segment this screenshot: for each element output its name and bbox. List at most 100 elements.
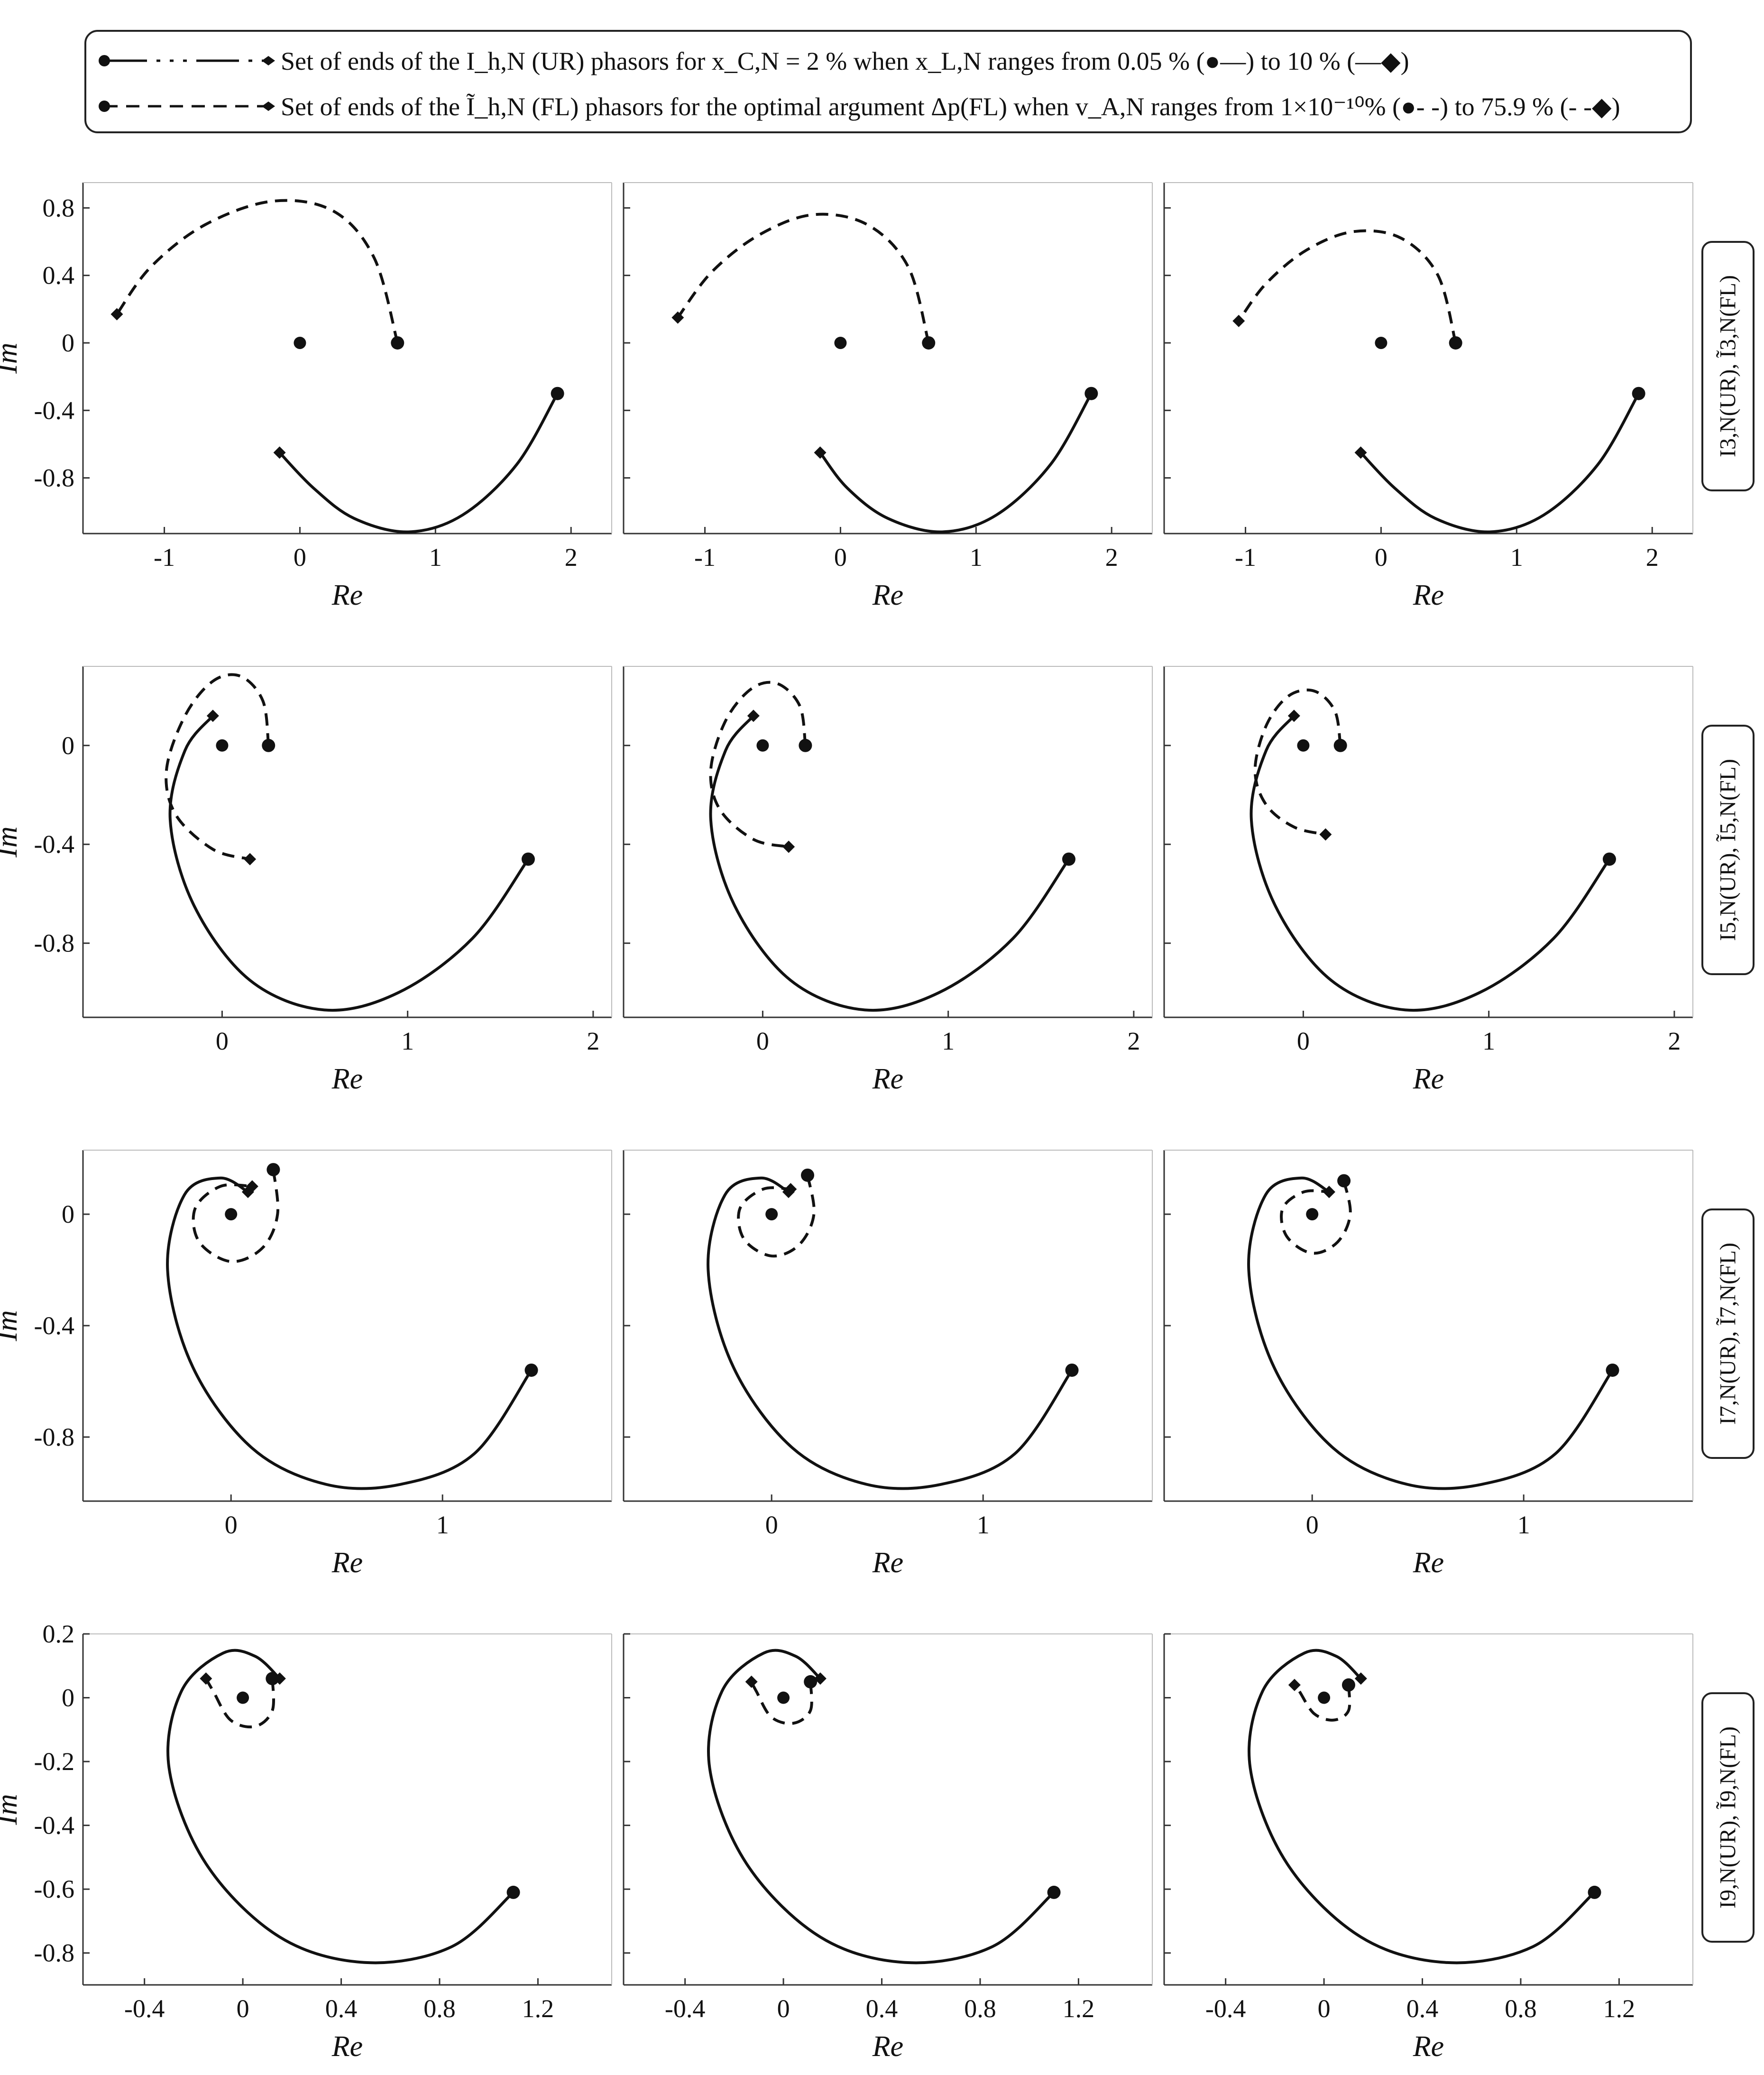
origin-dot xyxy=(237,1691,249,1704)
ur-start-dot xyxy=(1632,387,1645,400)
x-axis-label: Re xyxy=(331,1547,363,1579)
fl-locus-dashed xyxy=(192,1169,280,1263)
row-label-h9: I9,N(UR), Ĩ9,N(FL) xyxy=(1701,1692,1755,1943)
x-tick-label: 0 xyxy=(1306,1511,1319,1539)
ur-start-dot xyxy=(1084,387,1098,400)
panel-h5-col1: 0 1 2 0 -0.4 -0.8 Re Im xyxy=(0,666,612,1095)
ur-end-diamond xyxy=(273,446,286,459)
x-tick-label: -1 xyxy=(1235,543,1256,572)
x-axis-label: Re xyxy=(872,2030,903,2063)
x-tick-label: 0 xyxy=(225,1511,238,1539)
ur-locus-solid xyxy=(1247,1176,1614,1490)
x-tick-label: 0.8 xyxy=(964,1994,996,2023)
panel-h3-col3: -1 0 1 2 Re xyxy=(1163,182,1693,611)
origin-dot xyxy=(225,1208,238,1221)
y-tick-label: 0 xyxy=(62,1200,74,1228)
x-tick-label: 0 xyxy=(777,1994,790,2023)
ur-start-dot xyxy=(1062,852,1075,866)
y-tick-label: -0.2 xyxy=(34,1747,74,1776)
fl-locus-dashed xyxy=(676,212,930,343)
ur-locus-solid xyxy=(709,715,1070,1012)
x-tick-label: 0 xyxy=(1375,543,1387,572)
x-tick-label: 2 xyxy=(1105,543,1118,572)
x-tick-label: 0.4 xyxy=(1406,1994,1439,2023)
x-axis-label: Re xyxy=(331,1063,363,1095)
x-tick-label: -1 xyxy=(154,543,175,572)
y-tick-label: 0.8 xyxy=(43,194,75,222)
fl-end-diamond xyxy=(784,1183,797,1196)
ur-start-dot xyxy=(1602,852,1616,866)
y-tick-label: 0.2 xyxy=(43,1620,75,1648)
ur-start-dot xyxy=(524,1363,538,1377)
fl-end-diamond xyxy=(200,1672,212,1685)
x-tick-label: 1 xyxy=(1482,1027,1495,1055)
y-tick-label: 0.4 xyxy=(43,261,75,290)
ur-end-diamond xyxy=(1287,710,1300,722)
origin-dot xyxy=(1375,336,1387,349)
ur-locus-solid xyxy=(278,393,559,534)
ur-end-diamond xyxy=(814,1672,827,1685)
x-tick-label: 0 xyxy=(294,543,306,572)
ur-locus-solid xyxy=(707,1649,1055,1964)
fl-locus-dashed xyxy=(709,681,807,848)
y-tick-label: -0.8 xyxy=(34,929,74,958)
x-axis-label: Re xyxy=(872,579,903,611)
y-axis-label: Im xyxy=(0,826,23,858)
y-tick-label: -0.4 xyxy=(34,1311,74,1340)
fl-end-diamond xyxy=(1319,828,1332,841)
x-tick-label: 1 xyxy=(977,1511,990,1539)
fl-locus-dashed xyxy=(165,673,270,861)
x-tick-label: 1 xyxy=(429,543,442,572)
fl-start-dot xyxy=(1341,1678,1355,1692)
y-tick-label: -0.8 xyxy=(34,1939,74,1967)
origin-dot xyxy=(834,336,847,349)
row-label-h7: I7,N(UR), Ĩ7,N(FL) xyxy=(1701,1208,1755,1459)
origin-dot xyxy=(765,1208,778,1221)
panel-h7-col2: 0 1 Re xyxy=(623,1150,1153,1579)
origin-dot xyxy=(1306,1208,1319,1221)
x-tick-label: -0.4 xyxy=(665,1994,705,2023)
x-axis-label: Re xyxy=(1413,2030,1444,2063)
legend-row-ur: Set of ends of the I_h,N (UR) phasors fo… xyxy=(95,39,1409,82)
fl-start-dot xyxy=(266,1163,280,1177)
x-axis-label: Re xyxy=(1413,1547,1444,1579)
x-tick-label: 0 xyxy=(765,1511,778,1539)
x-tick-label: -0.4 xyxy=(124,1994,165,2023)
fl-locus-dashed xyxy=(1237,229,1457,343)
x-tick-label: 0 xyxy=(216,1027,229,1055)
y-tick-label: -0.4 xyxy=(34,396,74,424)
ur-locus-solid xyxy=(707,1176,1073,1490)
ur-start-dot xyxy=(506,1885,520,1899)
panel-h9-col2: -0.4 0 0.4 0.8 1.2 Re xyxy=(623,1633,1153,2063)
fl-start-dot xyxy=(799,738,812,752)
panel-h7-col1: 0 1 0 -0.4 -0.8 Re Im xyxy=(0,1150,612,1579)
fl-locus-dashed xyxy=(750,1681,813,1725)
ur-locus-solid xyxy=(819,393,1093,534)
ur-locus-solid xyxy=(168,715,530,1012)
x-tick-label: 0 xyxy=(834,543,847,572)
ur-start-dot xyxy=(521,852,535,866)
fl-locus-dashed xyxy=(1280,1180,1352,1255)
origin-dot xyxy=(1318,1691,1331,1704)
fl-end-diamond xyxy=(110,308,123,321)
fl-start-dot xyxy=(804,1675,818,1688)
x-tick-label: 1 xyxy=(436,1511,449,1539)
panel-h3-col1: -1 0 1 2 0.8 0.4 0 -0.4 -0.8 Re Im xyxy=(0,182,612,611)
x-tick-label: -0.4 xyxy=(1205,1994,1246,2023)
y-tick-label: -0.8 xyxy=(34,464,74,492)
origin-dot xyxy=(777,1691,790,1704)
x-axis-label: Re xyxy=(1413,1063,1444,1095)
y-axis-label: Im xyxy=(0,1794,23,1825)
fl-end-diamond xyxy=(1323,1186,1335,1199)
ur-end-diamond xyxy=(814,446,827,459)
x-tick-label: 1 xyxy=(1517,1511,1530,1539)
x-axis-label: Re xyxy=(872,1547,903,1579)
fl-end-diamond xyxy=(671,311,684,324)
x-axis-label: Re xyxy=(872,1063,903,1095)
legend-row-fl: Set of ends of the Ĩ_h,N (FL) phasors fo… xyxy=(95,85,1620,128)
ur-end-diamond xyxy=(1354,1672,1367,1685)
x-axis-label: Re xyxy=(1413,579,1444,611)
fl-end-diamond xyxy=(745,1675,758,1688)
x-axis-label: Re xyxy=(331,2030,363,2063)
